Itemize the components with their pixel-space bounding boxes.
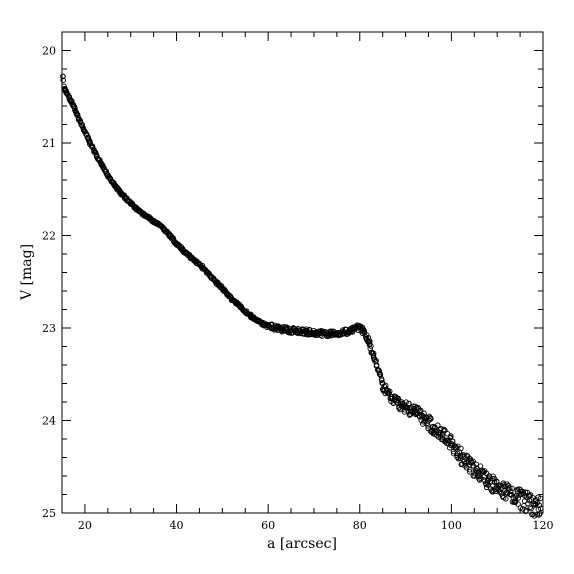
data-point: [509, 485, 515, 492]
data-point: [481, 474, 487, 480]
data-point: [458, 445, 464, 452]
data-point: [528, 505, 534, 512]
data-point: [498, 490, 505, 497]
data-point: [97, 157, 103, 163]
y-tick-label: 20: [42, 45, 56, 58]
data-point: [368, 343, 374, 349]
y-tick-label: 21: [42, 137, 56, 150]
plot-frame: [61, 31, 544, 514]
axis-ticks: [61, 31, 544, 514]
data-point: [527, 504, 533, 511]
data-point: [458, 461, 465, 468]
data-point: [491, 479, 498, 485]
data-point: [60, 73, 66, 80]
data-point: [69, 98, 75, 104]
x-tick-label: 100: [441, 519, 462, 532]
tick-labels: 20 40 60 80 100 120 20 21 22 23 24 25: [42, 45, 554, 533]
data-point: [522, 489, 529, 496]
data-point: [476, 477, 483, 483]
data-point: [537, 495, 544, 502]
y-tick-label: 24: [42, 415, 56, 428]
data-point: [425, 423, 431, 429]
data-point: [470, 458, 476, 465]
data-point: [521, 503, 527, 509]
data-point: [534, 511, 541, 518]
data-point: [537, 510, 543, 517]
data-point: [74, 112, 81, 118]
data-point: [474, 466, 480, 472]
data-point: [60, 77, 66, 84]
x-tick-label: 40: [170, 519, 184, 532]
y-axis-label: V [mag]: [19, 244, 35, 301]
data-point: [506, 485, 513, 491]
data-point: [536, 502, 543, 509]
data-point: [367, 338, 373, 344]
data-point: [523, 507, 529, 514]
data-point: [85, 134, 92, 141]
y-tick-label: 23: [42, 322, 56, 335]
data-point: [467, 469, 473, 475]
data-point: [507, 488, 514, 495]
data-point: [439, 434, 446, 440]
data-point: [454, 454, 461, 460]
data-point: [410, 403, 417, 410]
data-point: [515, 501, 521, 507]
data-point: [515, 495, 522, 501]
data-point: [400, 400, 406, 407]
data-point: [395, 395, 401, 402]
data-point: [441, 426, 447, 433]
data-point: [512, 499, 519, 506]
x-tick-label: 120: [533, 519, 554, 532]
data-points: [60, 73, 544, 519]
x-tick-label: 80: [353, 519, 367, 532]
data-point: [463, 452, 470, 459]
data-point: [504, 481, 510, 487]
data-point: [379, 377, 385, 383]
data-point: [522, 508, 529, 515]
data-point: [460, 451, 466, 458]
x-tick-label: 20: [78, 519, 92, 532]
data-point: [503, 496, 509, 502]
x-tick-label: 60: [261, 519, 275, 532]
data-point: [428, 416, 434, 422]
y-tick-label: 25: [42, 507, 56, 520]
data-point: [406, 400, 412, 407]
data-point: [448, 433, 454, 439]
data-point: [435, 422, 441, 428]
x-axis-label: a [arcsec]: [267, 536, 337, 552]
data-point: [484, 479, 491, 486]
y-tick-label: 22: [42, 230, 56, 243]
data-point: [453, 444, 459, 450]
data-point: [450, 450, 457, 457]
data-point: [467, 466, 473, 473]
data-point: [387, 388, 393, 395]
data-point: [66, 93, 72, 100]
data-point: [421, 410, 427, 417]
data-point: [371, 356, 378, 362]
data-point: [418, 407, 424, 414]
data-point: [490, 473, 496, 479]
